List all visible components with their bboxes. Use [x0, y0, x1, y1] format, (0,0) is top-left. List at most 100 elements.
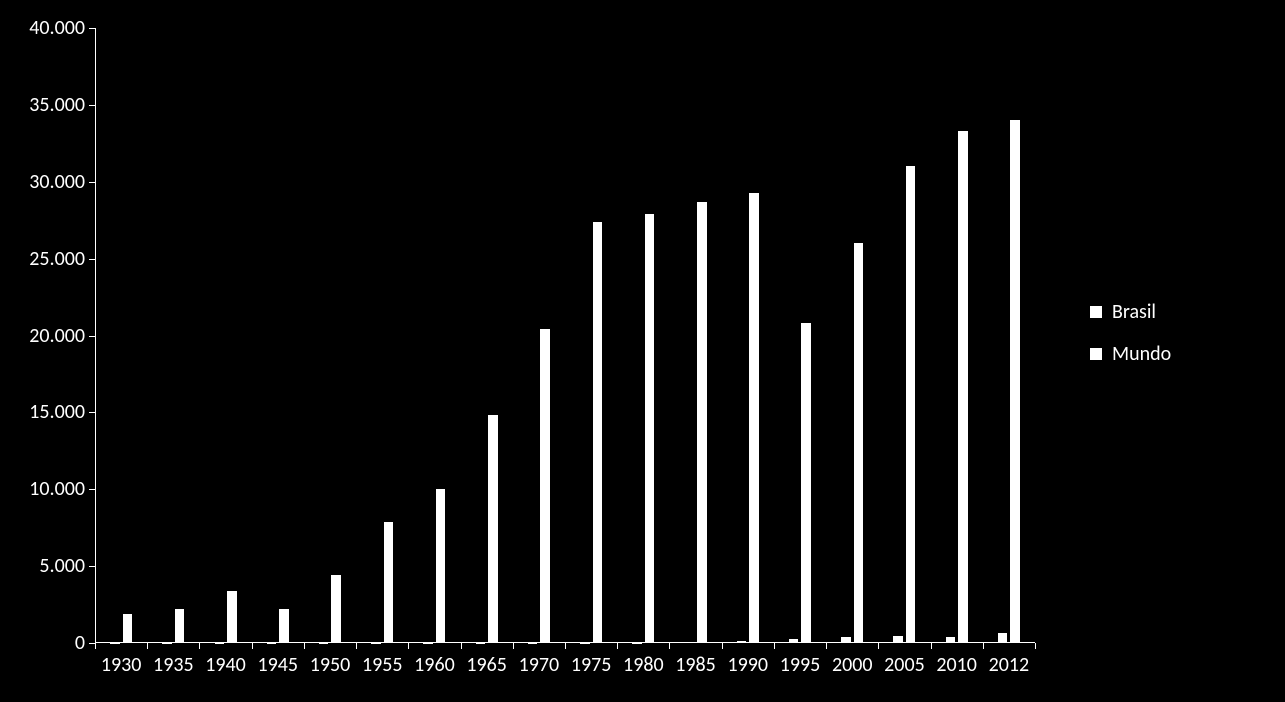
x-tick-mark [252, 643, 253, 649]
category-group: 1935 [147, 28, 199, 643]
x-tick-label: 1995 [780, 653, 821, 677]
y-tick-mark [89, 643, 95, 644]
x-tick-mark [356, 643, 357, 649]
bar-brasil [685, 642, 694, 643]
x-tick-label: 1980 [623, 653, 664, 677]
category-group: 2010 [931, 28, 983, 643]
category-group: 1990 [722, 28, 774, 643]
y-tick-mark [89, 566, 95, 567]
y-tick-mark [89, 259, 95, 260]
category-group: 1980 [617, 28, 669, 643]
x-tick-mark [408, 643, 409, 649]
legend-item: Brasil [1090, 300, 1171, 324]
legend-swatch [1090, 348, 1102, 360]
bar-mundo [488, 415, 497, 643]
bar-mundo [697, 202, 706, 643]
bar-mundo [749, 193, 758, 643]
y-tick-label: 30.000 [29, 170, 85, 194]
category-group: 1955 [356, 28, 408, 643]
bar-mundo [958, 131, 967, 643]
bar-mundo [906, 166, 915, 643]
x-tick-label: 2000 [832, 653, 873, 677]
category-group: 2005 [878, 28, 930, 643]
x-tick-label: 1975 [571, 653, 612, 677]
bar-mundo [331, 575, 340, 643]
y-tick-mark [89, 182, 95, 183]
bar-mundo [384, 522, 393, 643]
y-tick-label: 10.000 [29, 477, 85, 501]
x-tick-mark [199, 643, 200, 649]
y-tick-label: 25.000 [29, 247, 85, 271]
bar-mundo [227, 591, 236, 643]
x-tick-label: 1940 [205, 653, 246, 677]
chart-container: 1930193519401945195019551960196519701975… [0, 0, 1285, 702]
x-tick-label: 1935 [153, 653, 194, 677]
bar-mundo [436, 489, 445, 643]
legend-swatch [1090, 306, 1102, 318]
x-tick-mark [565, 643, 566, 649]
x-tick-label: 1955 [362, 653, 403, 677]
bar-brasil [946, 637, 955, 643]
x-tick-label: 1930 [101, 653, 142, 677]
x-tick-mark [878, 643, 879, 649]
legend: Brasil Mundo [1090, 300, 1171, 384]
y-tick-label: 20.000 [29, 324, 85, 348]
x-tick-mark [722, 643, 723, 649]
x-tick-label: 1965 [466, 653, 507, 677]
legend-label: Mundo [1112, 342, 1171, 366]
y-tick-label: 5.000 [39, 554, 85, 578]
bar-mundo [279, 609, 288, 643]
x-tick-label: 1985 [675, 653, 716, 677]
bars-layer: 1930193519401945195019551960196519701975… [95, 28, 1035, 643]
y-tick-label: 35.000 [29, 93, 85, 117]
x-tick-mark [1035, 643, 1036, 649]
category-group: 1950 [304, 28, 356, 643]
y-tick-label: 0 [75, 631, 85, 655]
x-tick-mark [826, 643, 827, 649]
category-group: 2000 [826, 28, 878, 643]
x-tick-mark [669, 643, 670, 649]
y-tick-mark [89, 489, 95, 490]
bar-mundo [175, 609, 184, 643]
bar-brasil [893, 636, 902, 643]
bar-mundo [123, 614, 132, 643]
bar-mundo [801, 323, 810, 643]
x-tick-mark [147, 643, 148, 649]
x-tick-mark [617, 643, 618, 649]
bar-mundo [854, 243, 863, 643]
y-tick-mark [89, 105, 95, 106]
x-tick-mark [983, 643, 984, 649]
category-group: 1970 [513, 28, 565, 643]
category-group: 1940 [199, 28, 251, 643]
plot-area: 1930193519401945195019551960196519701975… [95, 28, 1035, 643]
x-tick-label: 1990 [727, 653, 768, 677]
category-group: 1995 [774, 28, 826, 643]
category-group: 1930 [95, 28, 147, 643]
legend-label: Brasil [1112, 300, 1156, 324]
y-tick-label: 40.000 [29, 16, 85, 40]
x-tick-mark [95, 643, 96, 649]
x-tick-mark [304, 643, 305, 649]
bar-brasil [998, 633, 1007, 643]
x-tick-label: 1945 [257, 653, 298, 677]
x-tick-label: 1970 [519, 653, 560, 677]
category-group: 1960 [408, 28, 460, 643]
x-tick-label: 1960 [414, 653, 455, 677]
y-tick-label: 15.000 [29, 400, 85, 424]
bar-brasil [737, 641, 746, 643]
bar-brasil [789, 639, 798, 643]
category-group: 1945 [252, 28, 304, 643]
category-group: 1975 [565, 28, 617, 643]
bar-mundo [540, 329, 549, 643]
x-tick-mark [461, 643, 462, 649]
y-tick-mark [89, 412, 95, 413]
bar-mundo [645, 214, 654, 643]
category-group: 1965 [461, 28, 513, 643]
bar-brasil [841, 637, 850, 643]
x-tick-label: 2010 [936, 653, 977, 677]
category-group: 1985 [669, 28, 721, 643]
y-tick-mark [89, 28, 95, 29]
x-tick-mark [931, 643, 932, 649]
x-tick-label: 2005 [884, 653, 925, 677]
x-tick-label: 2012 [989, 653, 1030, 677]
